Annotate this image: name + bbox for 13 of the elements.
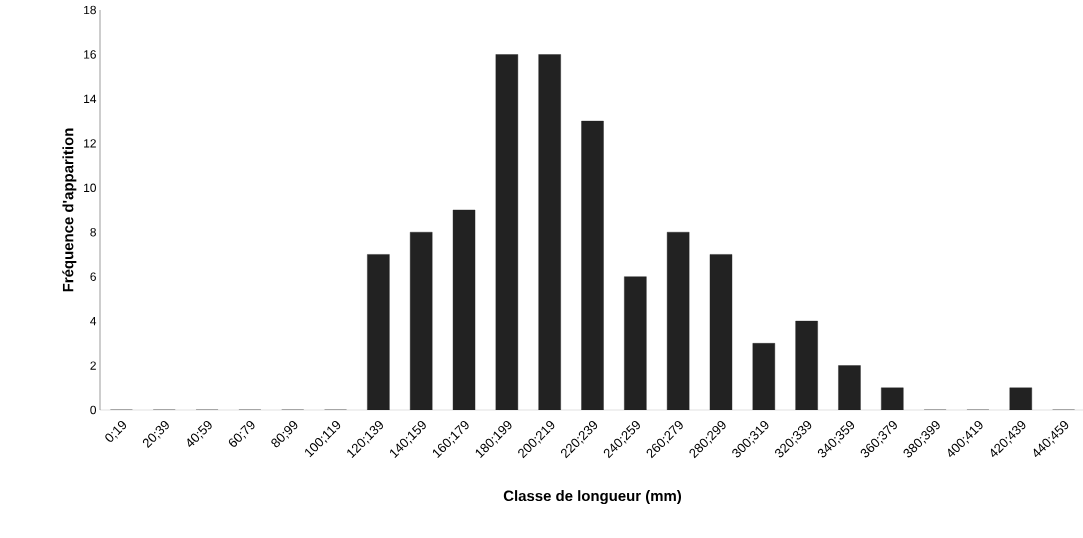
- y-tick-label: 0: [90, 405, 97, 415]
- y-tick-label: 12: [84, 139, 96, 148]
- y-tick-label: 6: [90, 272, 96, 281]
- y-axis-title: Fréquence d'apparition: [62, 128, 77, 292]
- y-tick-label: 4: [90, 317, 97, 326]
- y-tick-label: 2: [90, 361, 96, 370]
- x-tick-label: 0;19: [105, 420, 127, 442]
- x-axis-title: Classe de longueur (mm): [503, 490, 682, 505]
- y-tick-label: 16: [84, 50, 96, 59]
- y-tick-label: 14: [84, 94, 97, 103]
- y-tick-label: 10: [84, 183, 97, 192]
- y-tick-label: 8: [90, 227, 96, 237]
- y-tick-label: 18: [84, 5, 96, 15]
